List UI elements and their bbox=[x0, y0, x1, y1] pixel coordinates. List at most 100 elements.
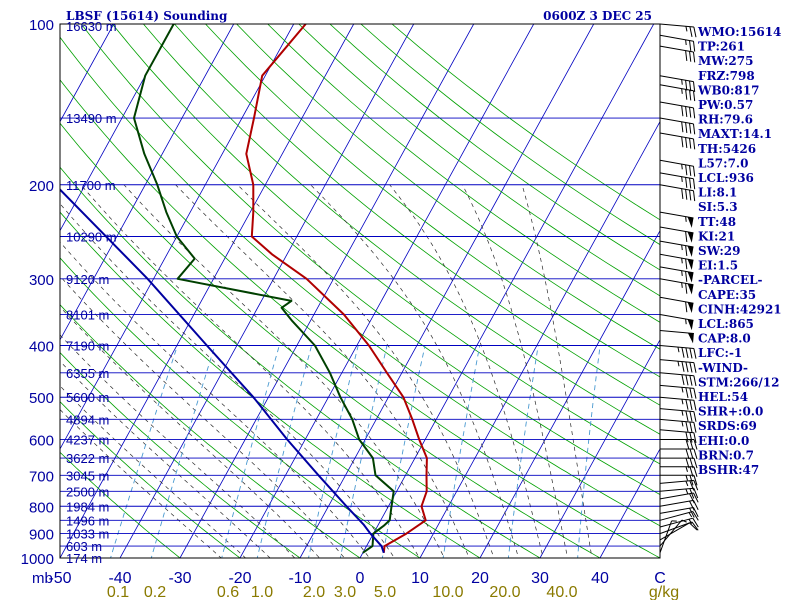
wind-barb bbox=[659, 172, 696, 190]
stat-line: EI:1.5 bbox=[698, 259, 738, 273]
wind-barb bbox=[659, 522, 698, 541]
height-label: 8101 m bbox=[66, 308, 109, 323]
wind-barb bbox=[659, 101, 696, 119]
wind-barb bbox=[659, 211, 694, 228]
moist-adiabat-line bbox=[237, 184, 495, 558]
stat-line: WMO:15614 bbox=[697, 25, 781, 39]
stat-line: -WIND- bbox=[698, 361, 748, 375]
isotherm-line bbox=[479, 229, 660, 558]
height-label: 6355 m bbox=[66, 366, 109, 381]
mixing-ratio-unit: g/kg bbox=[649, 584, 679, 600]
dry-adiabat-line bbox=[60, 36, 660, 527]
temperature-tick-label: -30 bbox=[168, 570, 191, 587]
pressure-tick-label: 600 bbox=[29, 433, 54, 450]
mixing-ratio-label: 20.0 bbox=[489, 584, 520, 600]
stat-line: LCL:936 bbox=[698, 171, 754, 185]
stat-line: LI:8.1 bbox=[698, 186, 737, 200]
stat-line: SHR+:0.0 bbox=[698, 405, 763, 419]
wind-barb bbox=[659, 23, 697, 38]
wind-barb bbox=[659, 359, 697, 373]
dry-adiabat-line bbox=[329, 24, 660, 271]
chart-title: LBSF (15614) Sounding bbox=[66, 9, 228, 23]
wind-barb bbox=[659, 384, 697, 399]
dry-adiabat-line bbox=[60, 211, 481, 558]
mixing-ratio-line bbox=[381, 345, 426, 558]
moist-adiabat-line bbox=[521, 184, 593, 558]
height-label: 3622 m bbox=[66, 451, 109, 466]
temperature-tick-label: -20 bbox=[228, 570, 251, 587]
mixing-ratio-label: 40.0 bbox=[546, 584, 577, 600]
height-label: 2500 m bbox=[66, 484, 109, 499]
wind-barb bbox=[659, 226, 694, 243]
isotherm-line bbox=[119, 24, 415, 558]
temperature-tick-label: 20 bbox=[471, 570, 489, 587]
height-label: 1496 m bbox=[66, 513, 109, 528]
moist-adiabat-line bbox=[60, 241, 370, 558]
wind-barb bbox=[659, 240, 694, 257]
pressure-tick-label: 100 bbox=[29, 17, 54, 34]
isotherm-line bbox=[60, 24, 115, 123]
dry-adiabat-line bbox=[174, 24, 660, 406]
wind-barb bbox=[659, 117, 696, 135]
stat-line: SRDS:69 bbox=[698, 419, 757, 433]
chart-time: 0600Z 3 DEC 25 bbox=[543, 9, 652, 23]
temperature-tick-label: 30 bbox=[531, 570, 549, 587]
temperature-tick-label: 0 bbox=[356, 570, 365, 587]
height-label: 13490 m bbox=[66, 111, 117, 126]
mixing-ratio-label: 0.2 bbox=[144, 584, 166, 600]
isotherm-line bbox=[299, 24, 595, 558]
dewpoint-profile bbox=[133, 24, 395, 554]
height-label: 174 m bbox=[66, 551, 102, 566]
mixing-ratio-label: 1.0 bbox=[251, 584, 273, 600]
moist-adiabat-line bbox=[60, 203, 395, 558]
mixing-ratio-line bbox=[256, 345, 313, 558]
dry-adiabat-line bbox=[60, 401, 241, 558]
height-label: 7190 m bbox=[66, 339, 109, 354]
isotherm-line bbox=[60, 24, 235, 341]
wind-barb bbox=[659, 345, 697, 359]
pressure-tick-label: 800 bbox=[29, 499, 54, 516]
dry-adiabat-line bbox=[60, 304, 361, 558]
dry-adiabat-line bbox=[60, 166, 541, 558]
stat-line: BSHR:47 bbox=[698, 463, 759, 477]
wind-barb bbox=[659, 418, 697, 433]
pressure-tick-label: 400 bbox=[29, 339, 54, 356]
diagram-grid bbox=[60, 24, 660, 558]
stat-line: FRZ:798 bbox=[698, 69, 755, 83]
stat-line: TH:5426 bbox=[698, 142, 756, 156]
wind-barb bbox=[660, 474, 698, 486]
moist-adiabat-line bbox=[123, 184, 445, 558]
temperature-tick-label: -10 bbox=[288, 570, 311, 587]
wind-barb bbox=[659, 330, 694, 344]
stat-line: BRN:0.7 bbox=[698, 448, 754, 462]
temperature-profile bbox=[245, 24, 428, 553]
pressure-tick-label: 200 bbox=[29, 178, 54, 195]
dry-adiabat-line bbox=[360, 24, 660, 246]
isotherm-line bbox=[359, 24, 655, 558]
isotherm-line bbox=[539, 338, 660, 558]
height-label: 3045 m bbox=[66, 468, 109, 483]
stat-line: WB0:817 bbox=[697, 83, 759, 97]
mixing-ratio-line bbox=[221, 345, 280, 558]
height-label: 1033 m bbox=[66, 527, 109, 542]
dry-adiabat-line bbox=[60, 79, 660, 558]
parcel-profile bbox=[60, 188, 385, 554]
stat-line: CAPE:35 bbox=[698, 288, 756, 302]
wind-barb bbox=[659, 184, 696, 202]
stat-line: EHI:0.0 bbox=[698, 434, 749, 448]
mixing-ratio-line bbox=[308, 345, 359, 558]
mixing-ratio-line bbox=[150, 345, 216, 558]
moist-adiabat-line bbox=[462, 184, 568, 558]
wind-barb bbox=[659, 517, 699, 528]
stat-line: L57:7.0 bbox=[698, 156, 748, 170]
mixing-ratio-line bbox=[442, 345, 481, 558]
wind-barb bbox=[660, 448, 698, 460]
stat-line: KI:21 bbox=[698, 229, 735, 243]
height-label: 11700 m bbox=[66, 178, 116, 193]
stat-line: CINH:42921 bbox=[698, 302, 782, 316]
stat-line: TT:48 bbox=[698, 215, 736, 229]
pressure-tick-label: 700 bbox=[29, 468, 54, 485]
pressure-tick-label: 300 bbox=[29, 272, 54, 289]
stat-line: -PARCEL- bbox=[698, 273, 763, 287]
